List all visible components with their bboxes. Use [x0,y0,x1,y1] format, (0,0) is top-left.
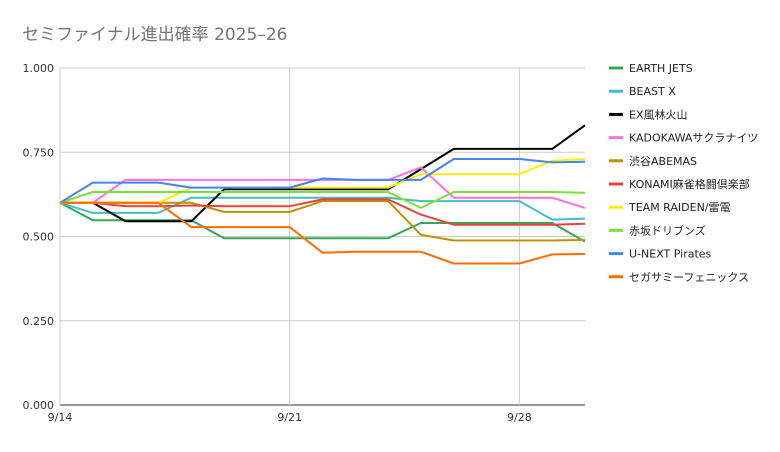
y-tick-label: 0.000 [23,399,55,412]
legend-entry: BEAST X [629,85,676,98]
chart-title: セミファイナル進出確率 2025–26 [22,25,287,45]
legend-entry: TEAM RAIDEN/雷電 [628,201,731,214]
series-line [60,124,586,223]
series-line [59,158,586,204]
x-tick-label: 9/14 [48,411,73,424]
series-lines [59,124,586,265]
y-tick-label: 0.250 [23,315,55,328]
x-tick-label: 9/28 [507,411,532,424]
legend-entry: KADOKAWAサクラナイツ [629,132,758,145]
legend-entry: EARTH JETS [629,62,693,75]
legend-entry: セガサミーフェニックス [629,271,749,284]
legend-entry: KONAMI麻雀格闘倶楽部 [629,177,750,191]
legend-entry: EX風林火山 [629,107,688,121]
series-line [59,196,586,221]
series-line [59,191,586,209]
series-line [60,198,586,226]
y-tick-label: 1.000 [23,62,55,75]
legend-entry: U-NEXT Pirates [629,248,712,261]
series-line [60,166,586,209]
legend-entry: 渋谷ABEMAS [629,155,697,168]
axis-labels: 0.000 0.250 0.500 0.750 1.000 9/14 9/21 9/28 [23,62,532,424]
y-tick-label: 0.750 [23,146,55,159]
legend-entry: 赤坂ドリブンズ [629,223,706,237]
grid-lines [59,67,585,406]
x-tick-label: 9/21 [277,411,302,424]
y-tick-label: 0.500 [23,231,55,244]
legend: EARTH JETS BEAST X EX風林火山 KADOKAWAサクラナイツ渋谷A… [609,62,758,284]
series-line [60,201,586,265]
